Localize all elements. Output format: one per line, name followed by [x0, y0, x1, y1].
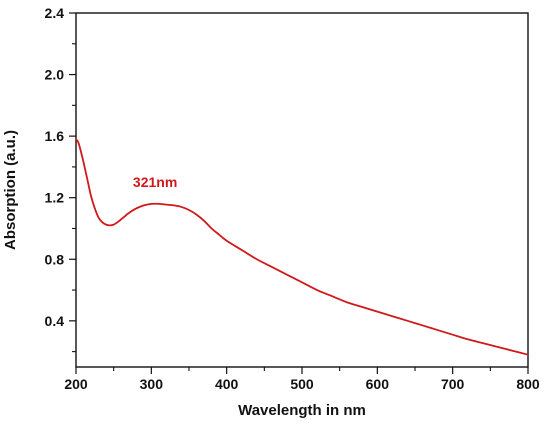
x-tick-label: 600	[366, 376, 390, 392]
y-tick-label: 0.4	[45, 313, 65, 329]
x-tick-label: 300	[140, 376, 164, 392]
x-axis-ticks: 200 300 400 500 600 700 800	[64, 367, 540, 392]
y-tick-label: 2.0	[45, 67, 65, 83]
x-tick-label: 800	[516, 376, 540, 392]
x-tick-label: 700	[441, 376, 465, 392]
x-axis-title: Wavelength in nm	[238, 402, 366, 419]
x-tick-label: 200	[64, 376, 88, 392]
plot-frame	[75, 12, 529, 368]
y-axis-title: Absorption (a.u.)	[2, 130, 19, 250]
y-tick-label: 1.6	[45, 128, 65, 144]
y-tick-label: 2.4	[45, 5, 65, 21]
absorption-series-line	[75, 138, 529, 356]
y-tick-label: 0.8	[45, 251, 65, 267]
y-axis-ticks: 0.4 0.8 1.2 1.6 2.0 2.4	[45, 5, 76, 353]
x-tick-label: 400	[215, 376, 239, 392]
y-tick-label: 1.2	[45, 190, 65, 206]
peak-annotation: 321nm	[133, 174, 177, 190]
series-layer	[75, 138, 529, 356]
x-tick-label: 500	[290, 376, 314, 392]
